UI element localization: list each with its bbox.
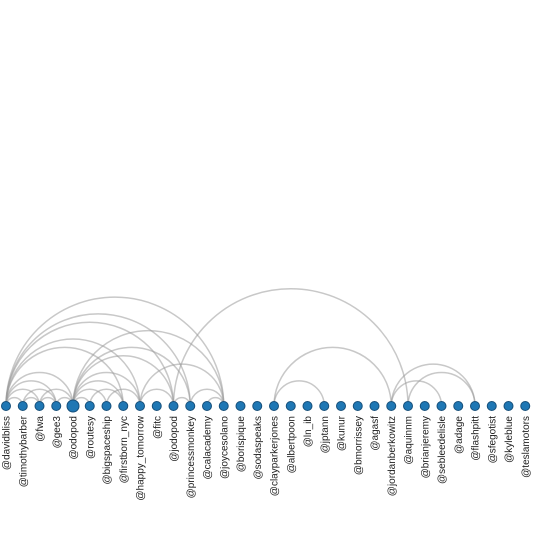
node[interactable] bbox=[269, 401, 279, 411]
link-arc bbox=[5, 321, 175, 407]
node[interactable] bbox=[66, 399, 80, 413]
link-arc bbox=[105, 388, 141, 407]
node[interactable] bbox=[202, 401, 212, 411]
node[interactable] bbox=[235, 401, 246, 411]
node-label: @ln_ib bbox=[303, 416, 314, 448]
link-arc bbox=[139, 388, 175, 407]
node[interactable] bbox=[84, 401, 95, 411]
nodes-layer bbox=[1, 399, 531, 413]
node[interactable] bbox=[319, 401, 330, 411]
node[interactable] bbox=[34, 401, 45, 411]
node[interactable] bbox=[1, 401, 11, 411]
link-arc bbox=[273, 380, 325, 407]
node-label: @gee3 bbox=[52, 416, 63, 449]
node-label: @sebleedelisle bbox=[437, 416, 448, 484]
node-label: @jodopod bbox=[169, 416, 180, 462]
link-arc bbox=[407, 371, 476, 407]
link-arc bbox=[390, 380, 443, 407]
node[interactable] bbox=[185, 401, 196, 411]
link-arc bbox=[72, 346, 191, 407]
node-label: @davidbliss bbox=[2, 416, 13, 470]
node-label: @timothybarber bbox=[18, 415, 29, 487]
node[interactable] bbox=[436, 401, 447, 411]
node[interactable] bbox=[520, 401, 531, 411]
node[interactable] bbox=[252, 401, 263, 411]
link-arc bbox=[72, 329, 225, 407]
node-label: @kyleblue bbox=[504, 416, 515, 463]
node-label: @teslamotors bbox=[521, 416, 532, 478]
node-label: @bmorrissey bbox=[353, 416, 364, 475]
node-label: @claypark​erjones bbox=[270, 416, 281, 496]
link-arc bbox=[172, 288, 409, 407]
node-label: @flashpitt bbox=[471, 416, 482, 461]
node-label: @adage bbox=[454, 416, 465, 454]
labels-layer: @davidbliss @timothybarber @fwa @gee3 @odopo… bbox=[2, 415, 532, 500]
node-label: @joycesolano bbox=[219, 416, 230, 479]
node-label: @agasf bbox=[370, 416, 381, 451]
link-arc bbox=[5, 371, 74, 407]
node-label: @fitc bbox=[152, 416, 163, 439]
node-label: @fwa bbox=[35, 416, 46, 442]
node-label: @routesy bbox=[85, 416, 96, 459]
node[interactable] bbox=[470, 401, 480, 411]
node-label: @happy_tomorrow bbox=[136, 415, 147, 500]
node-label: @calacademy bbox=[203, 416, 214, 480]
node-label: @aquinnm bbox=[404, 416, 415, 465]
node-label: @sfegotist bbox=[487, 416, 498, 464]
node[interactable] bbox=[218, 401, 229, 411]
link-arc bbox=[5, 296, 225, 407]
node[interactable] bbox=[51, 401, 62, 411]
node[interactable] bbox=[352, 401, 363, 411]
node-label: @bigspaceship bbox=[102, 416, 113, 485]
node[interactable] bbox=[453, 401, 464, 411]
node-label: @odopod bbox=[69, 416, 80, 460]
link-arc bbox=[189, 388, 225, 407]
node-label: @jptann bbox=[320, 416, 331, 453]
node[interactable] bbox=[168, 401, 179, 411]
node[interactable] bbox=[419, 401, 430, 411]
node-label: @borispique bbox=[236, 416, 247, 473]
node[interactable] bbox=[503, 401, 514, 411]
link-arc bbox=[390, 363, 476, 407]
node-label: @albertpoon bbox=[286, 416, 297, 473]
link-arc bbox=[5, 338, 141, 407]
node[interactable] bbox=[336, 401, 346, 411]
node[interactable] bbox=[101, 401, 112, 411]
link-arc bbox=[72, 371, 141, 407]
link-arc bbox=[72, 355, 175, 407]
node[interactable] bbox=[486, 401, 497, 411]
node[interactable] bbox=[17, 401, 28, 411]
link-arc bbox=[139, 363, 225, 407]
node[interactable] bbox=[285, 401, 296, 411]
node-label: @kunur bbox=[337, 415, 348, 451]
node[interactable] bbox=[135, 401, 145, 411]
arcs-layer bbox=[5, 288, 476, 407]
node[interactable] bbox=[302, 401, 313, 411]
link-arc bbox=[89, 388, 124, 407]
node[interactable] bbox=[369, 401, 380, 411]
link-arc bbox=[22, 388, 57, 407]
node[interactable] bbox=[403, 401, 413, 411]
node-label: @sodaspeaks bbox=[253, 416, 264, 480]
node-label: @princessmonkey bbox=[186, 416, 197, 498]
link-arc bbox=[5, 346, 124, 407]
node[interactable] bbox=[118, 401, 129, 411]
node[interactable] bbox=[386, 401, 397, 411]
node-label: @jordanberkowitz bbox=[387, 416, 398, 496]
node[interactable] bbox=[151, 401, 162, 411]
link-arc bbox=[273, 346, 392, 407]
link-arc bbox=[38, 388, 74, 407]
node-label: @firstborn_nyc bbox=[119, 416, 130, 483]
node-label: @brianjeremy bbox=[420, 416, 431, 478]
